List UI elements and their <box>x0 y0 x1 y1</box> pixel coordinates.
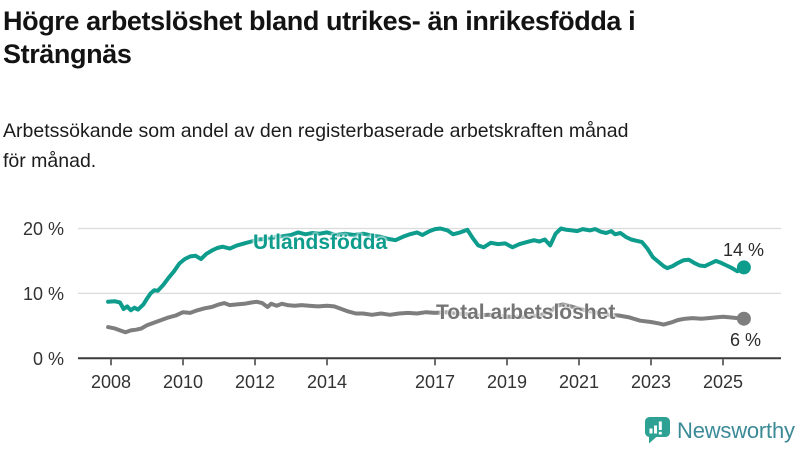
page-title: Högre arbetslöshet bland utrikes- än inr… <box>3 5 783 71</box>
page-title-line-1: Högre arbetslöshet bland utrikes- än inr… <box>3 6 636 36</box>
chart-subtitle-line-1: Arbetssökande som andel av den registerb… <box>3 120 629 142</box>
end-value-label-utlandsfodda: 14 % <box>722 240 764 260</box>
x-tick-label: 2023 <box>631 372 671 392</box>
end-value-label-total: 6 % <box>729 330 761 350</box>
x-tick-label: 2017 <box>415 372 455 392</box>
series-end-dot-total-arbetsl-shet <box>736 311 751 326</box>
x-tick-label: 2010 <box>163 372 203 392</box>
y-tick-label: 0 % <box>33 349 64 369</box>
x-tick-label: 2019 <box>487 372 527 392</box>
series-line-utlandsf-dda <box>106 226 746 313</box>
series-end-dot-utlandsf-dda <box>736 260 751 275</box>
page-title-line-2: Strängnäs <box>3 39 132 69</box>
series-label-utlandsfodda: Utlandsfödda <box>253 231 388 254</box>
brand-name: Newsworthy <box>677 417 795 443</box>
x-tick-label: 2012 <box>235 372 275 392</box>
y-tick-label: 20 % <box>23 219 64 239</box>
chart-subtitle: Arbetssökande som andel av den registerb… <box>3 116 783 176</box>
x-tick-label: 2025 <box>703 372 743 392</box>
x-tick-label: 2014 <box>307 372 347 392</box>
x-tick-label: 2008 <box>91 372 131 392</box>
series-line-total-arbetsl-shet <box>106 299 746 335</box>
y-tick-label: 10 % <box>23 284 64 304</box>
series-label-total-arbetsloshet: Total arbetslöshet <box>436 301 616 324</box>
chart-subtitle-line-2: för månad. <box>3 150 97 172</box>
newsworthy-logo: Newsworthy <box>644 416 795 445</box>
bar-chart-speech-bubble-icon <box>645 417 670 444</box>
x-tick-label: 2021 <box>559 372 599 392</box>
